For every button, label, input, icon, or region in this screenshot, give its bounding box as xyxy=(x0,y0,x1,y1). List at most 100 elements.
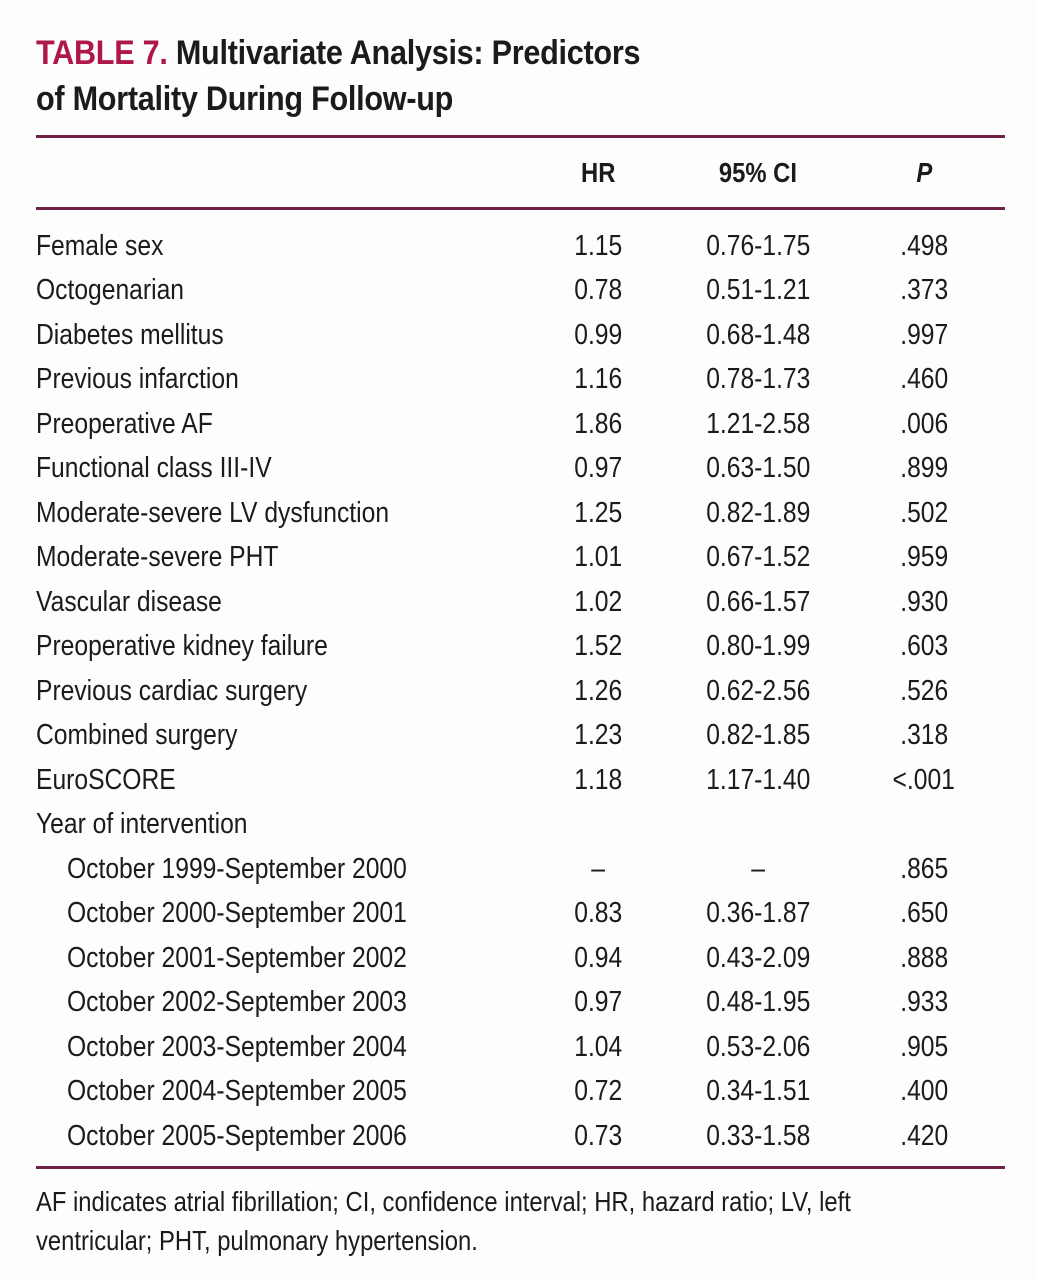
table-row: Year of intervention xyxy=(36,803,1005,848)
row-p-value: .502 xyxy=(899,496,948,529)
row-p-value: .930 xyxy=(899,585,948,618)
row-p-value: .888 xyxy=(899,941,948,974)
row-p-value xyxy=(843,808,1005,841)
row-p-value: .006 xyxy=(899,407,948,440)
footnote-line2: ventricular; PHT, pulmonary hypertension… xyxy=(36,1224,478,1256)
table-row: Female sex 1.15 0.76-1.75 .498 xyxy=(36,224,1005,269)
row-p-value: .959 xyxy=(899,541,948,574)
row-hr-value: 1.04 xyxy=(573,1030,622,1063)
row-hr-value: 0.99 xyxy=(573,318,622,351)
row-p-value: .373 xyxy=(899,274,948,307)
row-hr-value: 0.97 xyxy=(573,986,622,1019)
row-hr-value: 1.52 xyxy=(573,630,622,663)
table-body: Female sex 1.15 0.76-1.75 .498 Octogenarian 0… xyxy=(36,210,1005,1166)
row-hr-value: 1.23 xyxy=(573,719,622,752)
row-hr-value xyxy=(523,808,673,841)
row-hr-value: 1.86 xyxy=(573,407,622,440)
row-hr-value: 0.78 xyxy=(573,274,622,307)
row-label: October 2000-September 2001 xyxy=(67,897,407,930)
row-ci-value: 0.66-1.57 xyxy=(705,585,811,618)
table-row: Vascular disease 1.02 0.66-1.57 .930 xyxy=(36,580,1005,625)
table-row: Combined surgery 1.23 0.82-1.85 .318 xyxy=(36,714,1005,759)
table-number: TABLE 7. xyxy=(36,34,168,72)
row-label: October 2005-September 2006 xyxy=(67,1119,407,1152)
row-ci-value xyxy=(673,808,843,841)
row-p-value: .603 xyxy=(899,630,948,663)
table-row: Functional class III-IV 0.97 0.63-1.50 .899 xyxy=(36,447,1005,492)
row-p-value: .899 xyxy=(899,452,948,485)
row-hr-value: 0.83 xyxy=(573,897,622,930)
row-ci-value: 0.48-1.95 xyxy=(705,986,811,1019)
row-hr-value: – xyxy=(591,852,605,885)
table-title: TABLE 7. Multivariate Analysis: Predicto… xyxy=(36,30,1005,122)
table-title-text: Multivariate Analysis: Predictors xyxy=(175,34,641,72)
row-p-value: <.001 xyxy=(892,763,956,796)
header-p: P xyxy=(916,156,932,188)
row-p-value: .933 xyxy=(899,986,948,1019)
row-hr-value: 1.18 xyxy=(573,763,622,796)
row-hr-value: 1.01 xyxy=(573,541,622,574)
row-ci-value: 0.63-1.50 xyxy=(705,452,811,485)
row-p-value: .997 xyxy=(899,318,948,351)
row-hr-value: 0.97 xyxy=(573,452,622,485)
row-label: Functional class III-IV xyxy=(36,452,272,485)
row-ci-value: – xyxy=(751,852,765,885)
table-row: October 2004-September 2005 0.72 0.34-1.51… xyxy=(36,1070,1005,1115)
row-ci-value: 0.43-2.09 xyxy=(705,941,811,974)
row-label: October 1999-September 2000 xyxy=(67,852,407,885)
table-row: October 2005-September 2006 0.73 0.33-1.58… xyxy=(36,1114,1005,1159)
row-label: EuroSCORE xyxy=(36,763,176,796)
row-ci-value: 0.34-1.51 xyxy=(705,1075,811,1108)
row-p-value: .526 xyxy=(899,674,948,707)
row-ci-value: 0.82-1.85 xyxy=(705,719,811,752)
row-p-value: .318 xyxy=(899,719,948,752)
table-row: Moderate-severe PHT 1.01 0.67-1.52 .959 xyxy=(36,536,1005,581)
footnote-line1: AF indicates atrial fibrillation; CI, co… xyxy=(36,1185,851,1217)
table-title-line1: TABLE 7. Multivariate Analysis: Predicto… xyxy=(36,30,1005,76)
header-ci: 95% CI xyxy=(718,156,798,188)
table-row: October 1999-September 2000 – – .865 xyxy=(36,847,1005,892)
row-ci-value: 1.21-2.58 xyxy=(705,407,811,440)
table-row: Moderate-severe LV dysfunction 1.25 0.82-1… xyxy=(36,491,1005,536)
row-label: October 2001-September 2002 xyxy=(67,941,407,974)
header-hr: HR xyxy=(580,156,616,188)
table-row: Previous infarction 1.16 0.78-1.73 .460 xyxy=(36,358,1005,403)
row-label: Moderate-severe PHT xyxy=(36,541,279,574)
row-ci-value: 0.36-1.87 xyxy=(705,897,811,930)
header-rule-divider xyxy=(36,207,1005,210)
row-p-value: .498 xyxy=(899,229,948,262)
row-label: Year of intervention xyxy=(36,808,248,841)
row-hr-value: 0.73 xyxy=(573,1119,622,1152)
row-p-value: .420 xyxy=(899,1119,948,1152)
table-row: Preoperative AF 1.86 1.21-2.58 .006 xyxy=(36,402,1005,447)
row-ci-value: 0.80-1.99 xyxy=(705,630,811,663)
table-row: Diabetes mellitus 0.99 0.68-1.48 .997 xyxy=(36,313,1005,358)
row-label: Previous cardiac surgery xyxy=(36,674,308,707)
row-ci-value: 0.62-2.56 xyxy=(705,674,811,707)
row-hr-value: 0.72 xyxy=(573,1075,622,1108)
table-row: Preoperative kidney failure 1.52 0.80-1.99… xyxy=(36,625,1005,670)
row-ci-value: 0.68-1.48 xyxy=(705,318,811,351)
row-hr-value: 1.15 xyxy=(573,229,622,262)
row-hr-value: 1.25 xyxy=(573,496,622,529)
row-ci-value: 1.17-1.40 xyxy=(705,763,811,796)
table-row: October 2003-September 2004 1.04 0.53-2.06… xyxy=(36,1025,1005,1070)
table-title-line2: of Mortality During Follow-up xyxy=(36,80,454,118)
row-label: October 2004-September 2005 xyxy=(67,1075,407,1108)
row-hr-value: 1.02 xyxy=(573,585,622,618)
top-rule-divider xyxy=(36,135,1005,138)
table-footnote: AF indicates atrial fibrillation; CI, co… xyxy=(36,1182,1005,1260)
row-label: October 2003-September 2004 xyxy=(67,1030,407,1063)
table-row: October 2001-September 2002 0.94 0.43-2.09… xyxy=(36,936,1005,981)
row-p-value: .400 xyxy=(899,1075,948,1108)
table-row: Octogenarian 0.78 0.51-1.21 .373 xyxy=(36,269,1005,314)
bottom-rule-divider xyxy=(36,1165,1005,1169)
table-row: EuroSCORE 1.18 1.17-1.40 <.001 xyxy=(36,758,1005,803)
row-label: Preoperative AF xyxy=(36,407,213,440)
row-label: Vascular disease xyxy=(36,585,222,618)
row-label: Combined surgery xyxy=(36,719,238,752)
row-hr-value: 0.94 xyxy=(573,941,622,974)
row-hr-value: 1.26 xyxy=(573,674,622,707)
row-label: Diabetes mellitus xyxy=(36,318,224,351)
